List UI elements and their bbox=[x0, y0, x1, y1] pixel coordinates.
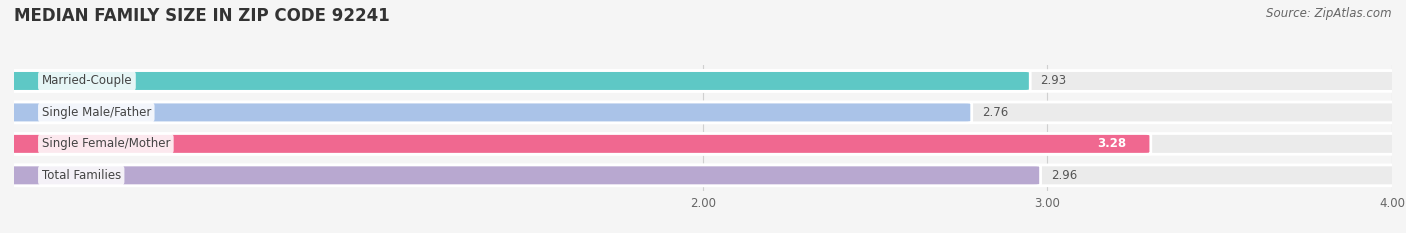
FancyBboxPatch shape bbox=[7, 71, 1399, 91]
Text: Total Families: Total Families bbox=[42, 169, 121, 182]
FancyBboxPatch shape bbox=[7, 165, 1399, 186]
FancyBboxPatch shape bbox=[7, 134, 1150, 154]
Text: Single Male/Father: Single Male/Father bbox=[42, 106, 150, 119]
Text: Married-Couple: Married-Couple bbox=[42, 75, 132, 87]
FancyBboxPatch shape bbox=[7, 165, 1040, 186]
FancyBboxPatch shape bbox=[7, 134, 1399, 154]
Text: Source: ZipAtlas.com: Source: ZipAtlas.com bbox=[1267, 7, 1392, 20]
FancyBboxPatch shape bbox=[7, 71, 1031, 91]
Text: 2.76: 2.76 bbox=[981, 106, 1008, 119]
FancyBboxPatch shape bbox=[7, 102, 1399, 123]
Text: 2.93: 2.93 bbox=[1040, 75, 1067, 87]
Text: 3.28: 3.28 bbox=[1098, 137, 1126, 150]
Text: MEDIAN FAMILY SIZE IN ZIP CODE 92241: MEDIAN FAMILY SIZE IN ZIP CODE 92241 bbox=[14, 7, 389, 25]
FancyBboxPatch shape bbox=[7, 102, 972, 123]
Text: 2.96: 2.96 bbox=[1050, 169, 1077, 182]
Text: Single Female/Mother: Single Female/Mother bbox=[42, 137, 170, 150]
